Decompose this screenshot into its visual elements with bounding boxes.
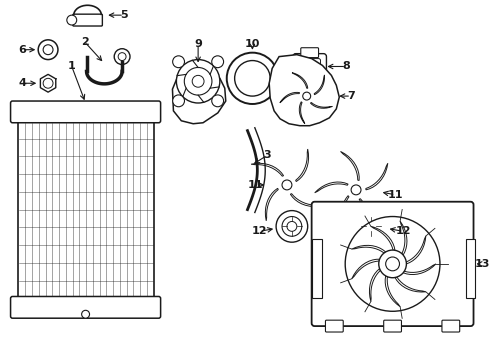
Polygon shape [371,226,395,250]
FancyBboxPatch shape [312,202,473,326]
Polygon shape [352,259,380,279]
Polygon shape [292,73,308,88]
Polygon shape [342,196,349,230]
Circle shape [212,95,223,107]
Circle shape [379,250,406,278]
Polygon shape [352,246,386,253]
Circle shape [355,211,387,242]
Circle shape [82,310,90,318]
Polygon shape [299,102,305,124]
Circle shape [276,211,308,242]
Polygon shape [359,199,391,212]
Circle shape [43,78,53,88]
Circle shape [303,92,311,100]
Polygon shape [269,55,339,126]
Circle shape [227,53,278,104]
Circle shape [361,216,381,236]
Circle shape [282,216,302,236]
FancyBboxPatch shape [299,59,320,75]
Polygon shape [310,103,332,108]
Circle shape [345,216,440,311]
Circle shape [172,56,185,68]
Text: 12: 12 [396,226,411,236]
Polygon shape [366,163,388,190]
Polygon shape [385,276,400,307]
Text: 5: 5 [120,10,128,20]
Text: 1: 1 [68,62,75,72]
Text: 12: 12 [251,226,267,236]
Polygon shape [341,152,359,180]
Polygon shape [369,269,380,302]
Polygon shape [395,277,426,292]
Circle shape [192,75,204,87]
Text: 10: 10 [245,39,260,49]
Circle shape [114,49,130,64]
Circle shape [43,45,53,55]
Circle shape [351,185,361,195]
Circle shape [386,257,399,271]
Circle shape [184,67,212,95]
FancyBboxPatch shape [73,14,102,26]
Circle shape [366,221,376,231]
Circle shape [172,95,185,107]
FancyBboxPatch shape [301,48,318,58]
Bar [466,239,475,298]
Polygon shape [315,182,348,193]
Polygon shape [266,188,278,221]
Circle shape [235,60,270,96]
Circle shape [282,180,292,190]
Polygon shape [403,264,436,275]
FancyBboxPatch shape [442,320,460,332]
Text: 3: 3 [264,150,271,160]
Text: 11: 11 [247,180,263,190]
Circle shape [176,59,220,103]
Text: 2: 2 [81,37,89,47]
Text: 8: 8 [343,62,350,72]
Text: 4: 4 [19,78,26,88]
Text: 7: 7 [347,91,355,101]
Text: 13: 13 [475,259,490,269]
Circle shape [67,15,77,25]
Polygon shape [291,194,323,207]
FancyBboxPatch shape [325,320,343,332]
FancyBboxPatch shape [384,320,401,332]
Polygon shape [172,67,226,124]
Circle shape [38,40,58,59]
Text: 6: 6 [19,45,26,55]
FancyBboxPatch shape [11,101,161,123]
Text: 11: 11 [388,190,403,200]
Circle shape [212,56,223,68]
Circle shape [386,257,399,271]
Text: 9: 9 [194,39,202,49]
FancyBboxPatch shape [293,54,326,79]
Polygon shape [314,75,324,95]
Bar [312,239,321,298]
Polygon shape [400,221,407,255]
Polygon shape [406,236,426,264]
FancyBboxPatch shape [11,297,161,318]
Polygon shape [19,121,154,298]
Polygon shape [295,149,309,181]
Polygon shape [251,163,284,176]
Circle shape [118,53,126,60]
Polygon shape [280,93,299,103]
Polygon shape [40,75,56,92]
Circle shape [287,221,297,231]
